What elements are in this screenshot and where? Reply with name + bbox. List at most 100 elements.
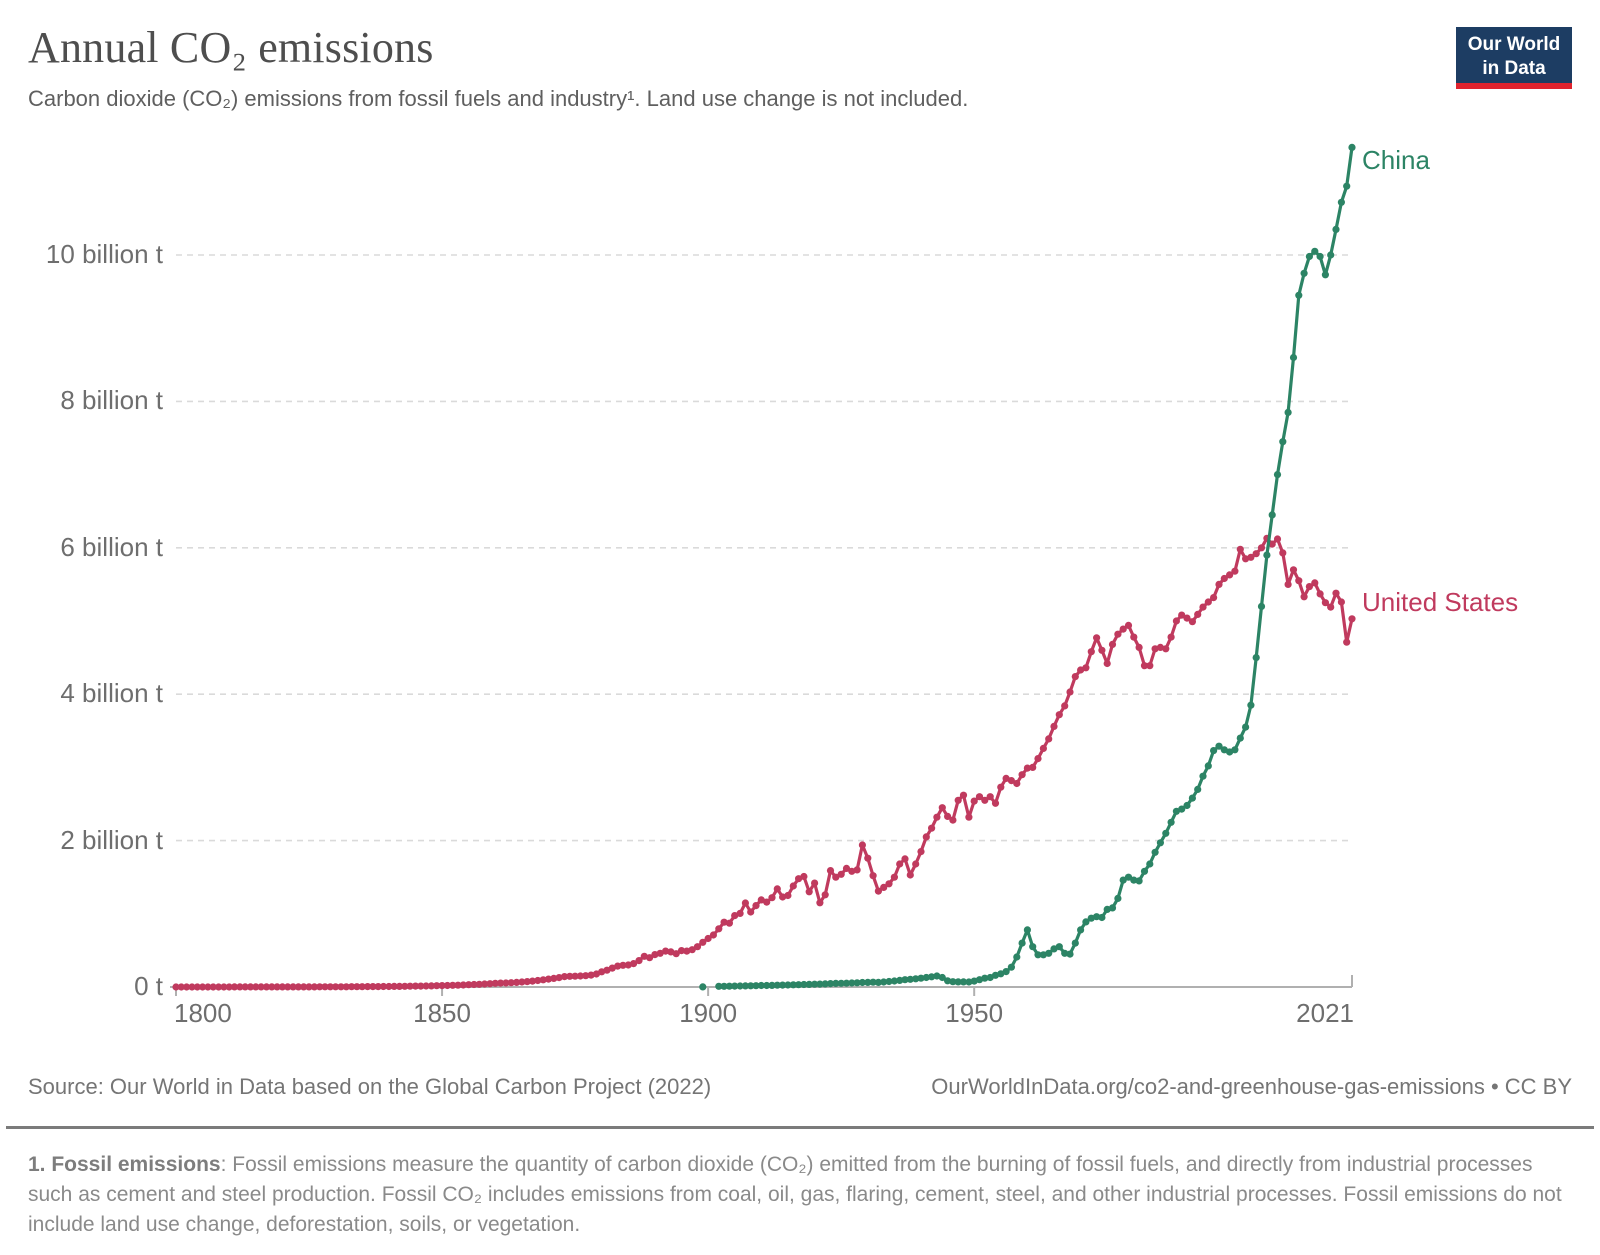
data-point [1295, 291, 1303, 299]
data-point [896, 860, 904, 868]
data-point [1305, 583, 1313, 591]
data-point [1034, 951, 1042, 959]
data-point [204, 983, 212, 991]
data-point [715, 925, 723, 933]
data-point [1114, 630, 1122, 638]
owid-logo[interactable]: Our World in Data [1456, 27, 1572, 89]
x-axis-tick-label: 2021 [1296, 998, 1354, 1028]
data-point [528, 977, 537, 985]
data-point [1167, 818, 1175, 826]
data-point [1178, 611, 1186, 619]
data-point [1146, 662, 1154, 670]
data-point [449, 981, 457, 989]
data-point [747, 982, 755, 990]
data-point [635, 957, 643, 965]
data-point [699, 938, 707, 946]
data-point [465, 981, 473, 989]
data-point [1337, 598, 1345, 606]
data-point [1055, 943, 1063, 951]
data-point [454, 981, 462, 989]
data-point [1093, 913, 1101, 921]
data-point [1327, 251, 1335, 259]
owid-logo-line1: Our World [1467, 34, 1561, 55]
y-axis-tick-label: 0 t [134, 971, 163, 1001]
data-point [997, 783, 1005, 791]
data-point [1050, 722, 1058, 731]
data-point [704, 934, 712, 943]
data-point [890, 873, 899, 881]
data-point [289, 983, 297, 991]
data-point [906, 975, 914, 983]
data-point [922, 833, 930, 841]
data-point [411, 982, 420, 990]
data-point [864, 854, 872, 862]
data-point [986, 793, 994, 801]
footer-url[interactable]: OurWorldInData.org/co2-and-greenhouse-ga… [931, 1074, 1572, 1099]
data-point [1284, 580, 1292, 589]
data-point [800, 872, 808, 881]
data-point [1337, 198, 1345, 206]
data-point [502, 979, 510, 987]
data-point [1273, 535, 1282, 543]
data-point [1194, 610, 1202, 619]
data-point [757, 896, 765, 904]
data-point [1316, 252, 1324, 261]
data-point [832, 873, 840, 881]
data-point [789, 882, 797, 890]
data-point [693, 943, 702, 951]
data-point [741, 982, 750, 990]
data-point [848, 979, 856, 987]
data-point [1140, 662, 1149, 670]
x-axis-tick-label: 1900 [679, 998, 738, 1028]
data-point [1018, 939, 1026, 947]
data-point [544, 975, 553, 983]
data-point [1071, 939, 1079, 947]
data-point [497, 979, 505, 987]
data-point [874, 978, 883, 987]
data-point [1029, 763, 1037, 772]
data-point [880, 883, 888, 892]
data-point [901, 855, 909, 863]
data-point [1023, 926, 1031, 934]
data-point [1018, 771, 1026, 779]
data-point [683, 947, 691, 955]
data-point [470, 980, 478, 989]
data-point [342, 983, 350, 991]
data-point [390, 982, 398, 991]
data-point [353, 983, 361, 991]
x-axis-tick-label: 1950 [945, 998, 1004, 1028]
data-point [933, 972, 941, 980]
data-point [922, 973, 930, 982]
data-point [1194, 785, 1202, 794]
data-point [326, 983, 334, 991]
data-point [1327, 603, 1335, 611]
data-point [1124, 621, 1133, 630]
data-point [555, 974, 563, 982]
data-point [257, 983, 265, 991]
data-point [928, 824, 936, 832]
data-point [374, 983, 382, 991]
data-point [896, 976, 904, 985]
data-point [369, 983, 377, 991]
data-point [1263, 551, 1271, 559]
data-point [826, 980, 835, 988]
data-point [1210, 747, 1218, 755]
data-point [959, 978, 968, 986]
data-point [709, 931, 718, 939]
data-point [225, 983, 233, 991]
data-point [1172, 617, 1180, 625]
data-point [1156, 643, 1164, 652]
data-point [747, 908, 755, 916]
data-point [220, 983, 228, 991]
data-point [752, 902, 760, 910]
data-point [1124, 873, 1133, 881]
y-axis-tick-label: 2 billion t [60, 824, 163, 855]
data-point [539, 976, 547, 984]
data-point [768, 981, 776, 990]
data-point [230, 983, 239, 991]
data-point [294, 983, 302, 991]
data-point [1023, 764, 1031, 772]
data-point [246, 983, 255, 991]
data-point [1061, 702, 1069, 710]
data-point [715, 982, 723, 990]
